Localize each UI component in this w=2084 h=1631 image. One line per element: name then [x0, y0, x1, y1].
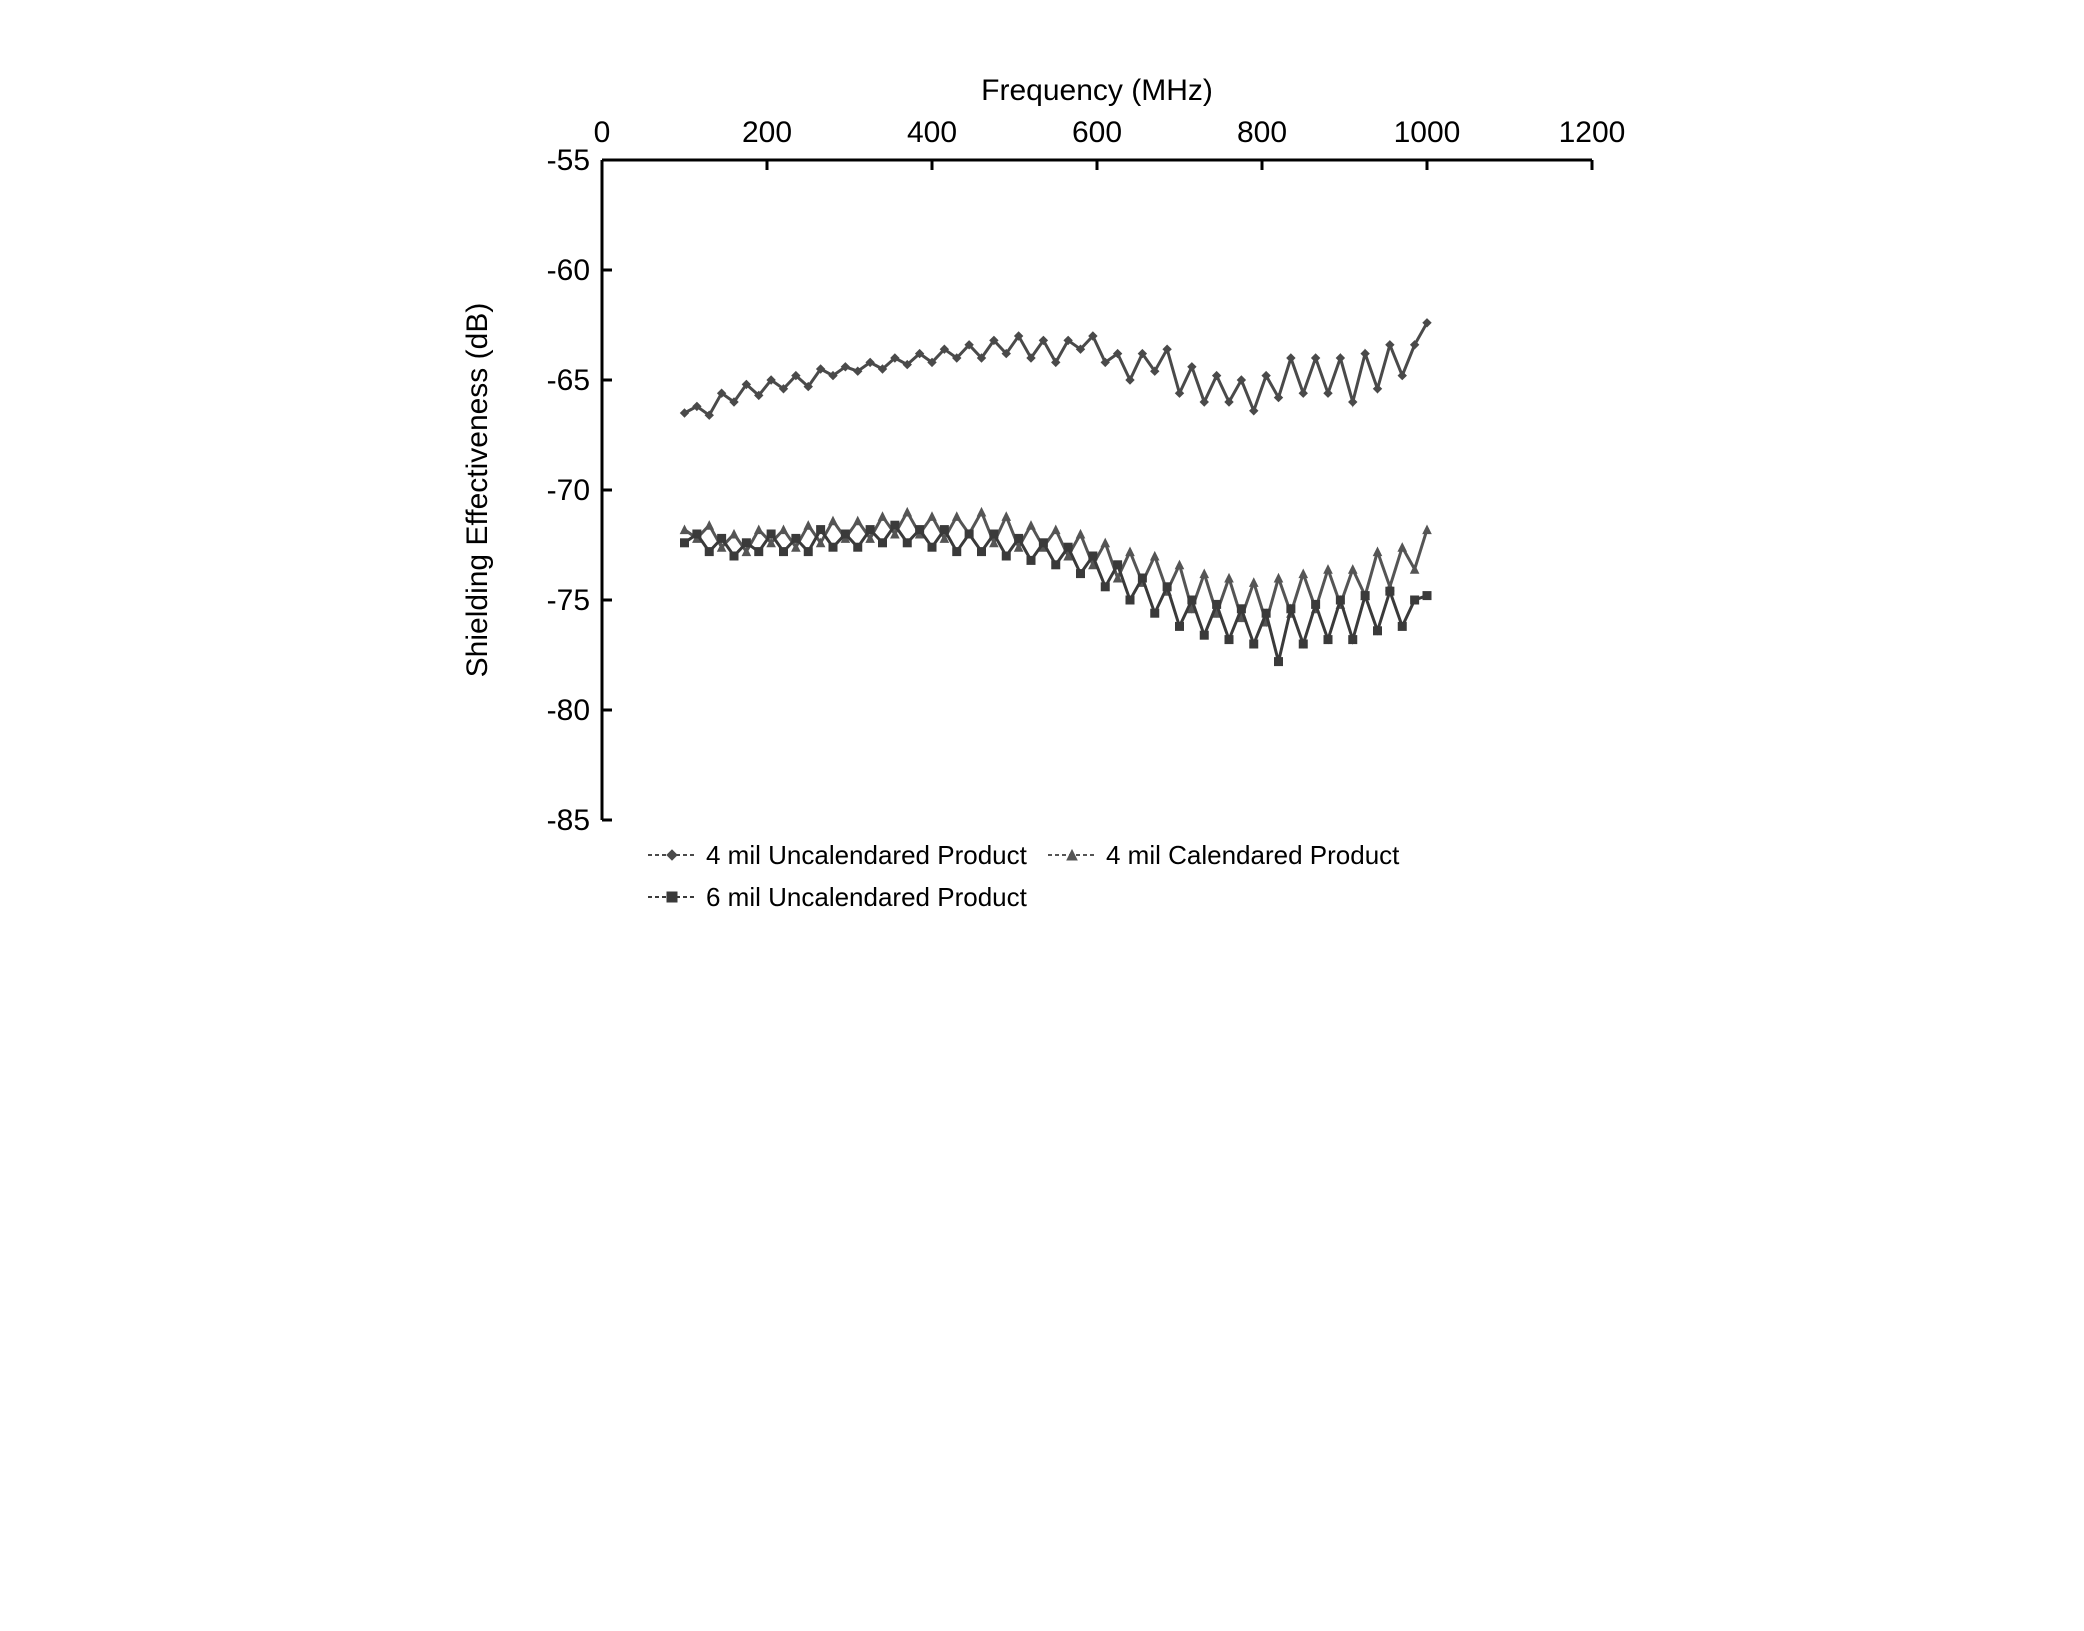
x-tick-label: 0 [594, 116, 611, 149]
x-tick-label: 800 [1237, 116, 1287, 149]
y-tick-label: -85 [547, 804, 590, 837]
legend-label: 6 mil Uncalendared Product [706, 882, 1028, 912]
y-tick-label: -55 [547, 144, 590, 177]
shielding-effectiveness-chart: Frequency (MHz) Shielding Effectiveness (… [442, 40, 1642, 940]
legend-label: 4 mil Uncalendared Product [706, 840, 1028, 870]
series [681, 319, 1432, 419]
y-axis-title: Shielding Effectiveness (dB) [461, 303, 494, 678]
y-tick-label: -75 [547, 584, 590, 617]
legend: 4 mil Uncalendared Product 4 mil Calendar… [648, 840, 1400, 912]
y-tick-label: -60 [547, 254, 590, 287]
legend-label: 4 mil Calendared Product [1106, 840, 1400, 870]
series-line [685, 323, 1428, 415]
y-tick-label: -80 [547, 694, 590, 727]
series [681, 521, 1432, 665]
y-tick-label: -65 [547, 364, 590, 397]
x-tick-label: 600 [1072, 116, 1122, 149]
x-axis-title: Frequency (MHz) [981, 74, 1213, 107]
x-tick-label: 1000 [1394, 116, 1461, 149]
x-tick-label: 400 [907, 116, 957, 149]
x-tick-label: 1200 [1559, 116, 1626, 149]
y-tick-label: -70 [547, 474, 590, 507]
chart-container: Frequency (MHz) Shielding Effectiveness (… [442, 40, 1642, 945]
x-tick-label: 200 [742, 116, 792, 149]
